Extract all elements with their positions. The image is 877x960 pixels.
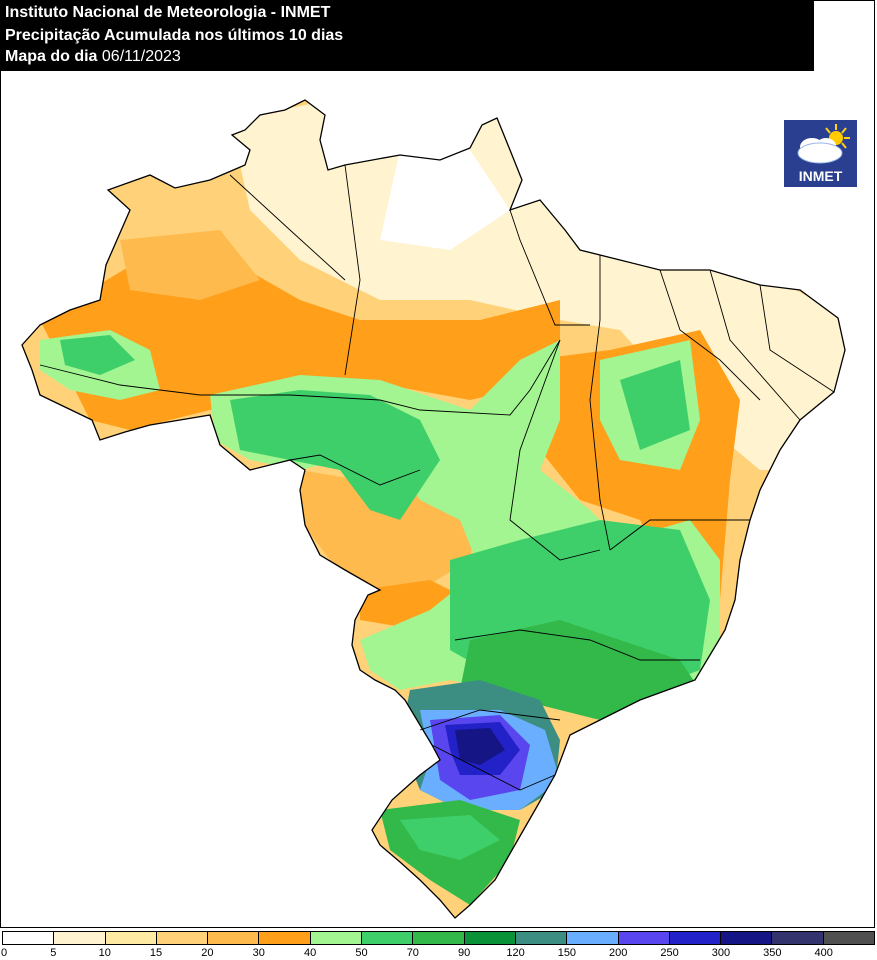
legend-swatch [259, 932, 311, 944]
legend-swatch [156, 932, 209, 944]
logo-text: INMET [798, 168, 843, 184]
legend-swatch [362, 932, 414, 944]
precipitation-map [21, 99, 846, 919]
legend-tick-label: 300 [711, 947, 731, 959]
legend-tick-label: 5 [50, 947, 57, 959]
legend-swatch [105, 932, 157, 944]
color-legend: 0 5 10 15 20 30 40 50 70 90 120 150 200 250 300 350 400 [0, 931, 877, 960]
header-subtitle: Precipitação Acumulada nos últimos 10 di… [5, 27, 344, 44]
legend-swatch [3, 932, 55, 944]
cloud-sun-icon [797, 124, 850, 164]
legend-tick-label: 400 [814, 947, 833, 959]
inmet-logo: INMET [784, 120, 857, 187]
legend-swatch [54, 932, 106, 944]
legend-swatch [310, 932, 363, 944]
legend-color-bar [2, 931, 875, 945]
legend-tick-label: 70 [406, 947, 419, 959]
legend-tick-label: 50 [355, 947, 368, 959]
legend-tick-label: 120 [506, 947, 525, 959]
legend-swatch [208, 932, 260, 944]
legend-tick-label: 150 [557, 947, 577, 959]
legend-tick-label: 350 [763, 947, 782, 959]
legend-tick-label: 10 [98, 947, 111, 959]
date-value: 06/11/2023 [101, 48, 181, 65]
legend-tick-label: 15 [149, 947, 163, 959]
header-date-line: Mapa do dia 06/11/2023 [5, 47, 181, 67]
legend-swatch [823, 932, 875, 944]
legend-tick-label: 0 [1, 947, 8, 959]
legend-swatch [515, 932, 568, 944]
legend-tick-label: 200 [609, 947, 628, 959]
legend-swatch [413, 932, 465, 944]
legend-swatch [618, 932, 670, 944]
legend-tick-label: 250 [660, 947, 679, 959]
legend-tick-label: 40 [303, 947, 317, 959]
legend-swatch [464, 932, 516, 944]
legend-swatch [567, 932, 619, 944]
legend-swatch [772, 932, 824, 944]
legend-tick-label: 30 [252, 947, 265, 959]
map-header: Instituto Nacional de Meteorologia - INM… [0, 0, 814, 71]
header-title: Instituto Nacional de Meteorologia - INM… [5, 4, 331, 21]
legend-swatch [669, 932, 722, 944]
legend-swatch [721, 932, 773, 944]
legend-tick-label: 90 [458, 947, 471, 959]
legend-tick-label: 20 [201, 947, 214, 959]
date-label: Mapa do dia [5, 48, 98, 65]
